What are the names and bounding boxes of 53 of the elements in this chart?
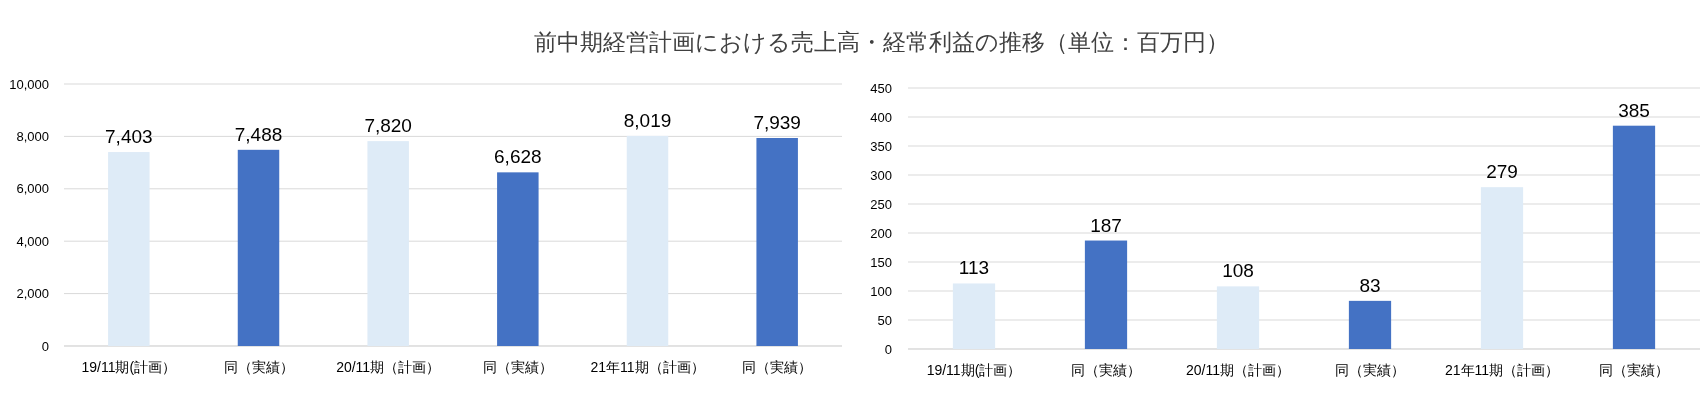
x-tick-label: 20/11期（計画） [1186, 362, 1290, 378]
x-tick-label: 同（実績） [1335, 362, 1405, 378]
y-tick-label: 8,000 [16, 128, 49, 144]
data-label: 7,403 [105, 126, 153, 148]
bar [626, 135, 669, 346]
chart-title: 前中期経営計画における売上高・経常利益の推移（単位：百万円） [533, 29, 1229, 55]
data-label: 385 [1618, 99, 1650, 121]
bar [497, 172, 539, 346]
x-tick-label: 同（実績） [482, 359, 553, 375]
data-label: 8,019 [623, 109, 672, 131]
y-tick-label: 350 [870, 138, 892, 154]
bar [237, 149, 280, 346]
bar [756, 138, 798, 346]
data-label: 83 [1359, 274, 1381, 296]
y-tick-label: 4,000 [16, 233, 49, 249]
y-tick-label: 100 [870, 283, 892, 299]
y-tick-label: 250 [870, 196, 892, 212]
x-tick-label: 20/11期（計画） [336, 359, 441, 375]
data-label: 113 [958, 257, 990, 279]
y-tick-label: 400 [870, 109, 892, 125]
y-tick-label: 6,000 [16, 181, 49, 197]
data-label: 7,488 [234, 123, 283, 145]
bar [1612, 125, 1656, 349]
bar [952, 283, 996, 349]
x-tick-label: 同（実績） [742, 359, 813, 375]
bar [367, 141, 409, 346]
data-label: 187 [1090, 214, 1122, 236]
x-tick-label: 同（実績） [1071, 362, 1141, 378]
y-tick-label: 0 [41, 338, 49, 354]
bar [108, 152, 150, 346]
y-tick-label: 150 [870, 254, 892, 270]
data-label: 279 [1486, 161, 1518, 183]
y-tick-label: 50 [877, 312, 892, 328]
bar [1084, 240, 1128, 349]
x-tick-label: 21年11期（計画） [590, 359, 705, 375]
x-tick-label: 同（実績） [1599, 362, 1669, 378]
y-tick-label: 450 [870, 80, 892, 96]
x-tick-label: 19/11期(計画） [926, 362, 1022, 378]
data-label: 108 [1222, 260, 1254, 282]
y-tick-label: 0 [884, 341, 892, 357]
x-tick-label: 19/11期(計画） [81, 359, 177, 375]
y-tick-label: 2,000 [16, 286, 49, 302]
data-label: 7,939 [753, 112, 801, 133]
y-tick-label: 10,000 [9, 76, 49, 92]
bar [1480, 187, 1524, 349]
x-tick-label: 21年11期（計画） [1444, 362, 1560, 378]
bar [1348, 300, 1392, 349]
data-label: 6,628 [494, 146, 542, 168]
x-tick-label: 同（実績） [223, 359, 294, 375]
bar [1216, 286, 1260, 349]
data-label: 7,820 [364, 115, 412, 137]
y-tick-label: 200 [870, 225, 892, 241]
y-tick-label: 300 [870, 167, 892, 183]
